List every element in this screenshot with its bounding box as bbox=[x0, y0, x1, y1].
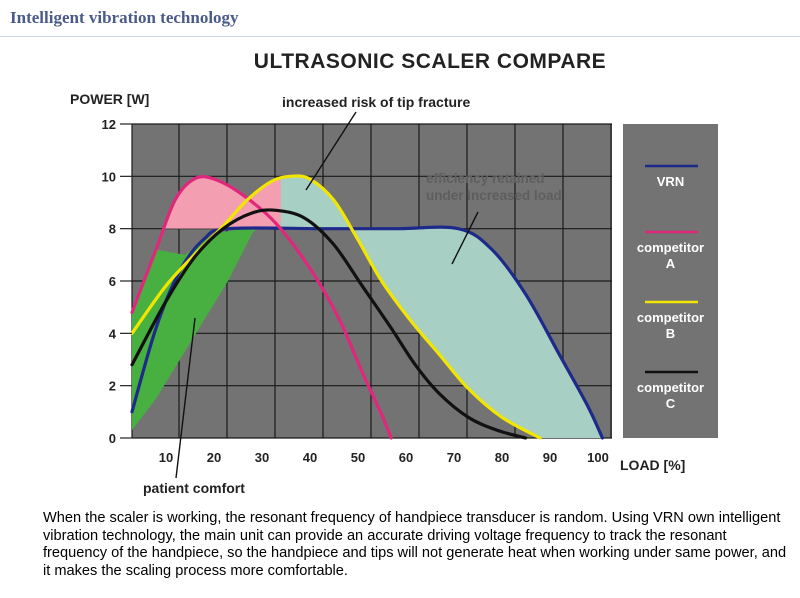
description-text: When the scaler is working, the resonant… bbox=[43, 510, 787, 579]
series-lines bbox=[130, 174, 604, 440]
x-tick-label: 100 bbox=[587, 450, 609, 465]
x-tick-label: 80 bbox=[495, 450, 509, 465]
x-axis-title: LOAD [%] bbox=[620, 457, 685, 473]
x-tick-label: 90 bbox=[543, 450, 557, 465]
annotation-efficiency-line: efficiency retained bbox=[426, 171, 545, 186]
legend-box bbox=[623, 124, 718, 438]
series-line-a bbox=[130, 175, 393, 440]
y-tick-label: 12 bbox=[102, 117, 116, 132]
axes: 0 2 4 6 8 10 12 10 20 30 40 50 60 70 80 90 100 POWER [W] L… bbox=[70, 91, 685, 473]
chart: 0 2 4 6 8 10 12 10 20 30 40 50 60 70 80 90 100 POWER [W] L… bbox=[70, 91, 718, 496]
shaded-regions bbox=[132, 175, 603, 438]
x-tick-label: 60 bbox=[399, 450, 413, 465]
header-divider bbox=[0, 36, 800, 37]
x-tick-label: 30 bbox=[255, 450, 269, 465]
annotation-patient-comfort-pointer bbox=[175, 317, 196, 479]
y-tick-label: 10 bbox=[102, 169, 116, 184]
legend-label: competitor bbox=[637, 380, 704, 395]
teal-region-group bbox=[280, 175, 603, 438]
chart-title: ULTRASONIC SCALER COMPARE bbox=[253, 50, 607, 73]
legend-label: competitor bbox=[637, 240, 704, 255]
y-tick-label: 8 bbox=[109, 222, 116, 237]
annotation-patient-comfort: patient comfort bbox=[143, 480, 245, 496]
x-tick-label: 20 bbox=[207, 450, 221, 465]
annotation-efficiency-line: under increased load bbox=[426, 188, 562, 203]
legend-label: B bbox=[666, 326, 675, 341]
series-line-c bbox=[130, 208, 528, 440]
legend-label: VRN bbox=[657, 174, 684, 189]
x-tick-label: 10 bbox=[159, 450, 173, 465]
green-region-group bbox=[132, 228, 257, 431]
annotation-tip-fracture: increased risk of tip fracture bbox=[282, 94, 471, 110]
teal-region bbox=[280, 175, 603, 438]
y-tick-label: 2 bbox=[109, 379, 116, 394]
legend-label: C bbox=[666, 396, 676, 411]
x-tick-label: 70 bbox=[447, 450, 461, 465]
y-tick-label: 0 bbox=[109, 431, 116, 446]
brand-header: Intelligent vibration technology bbox=[10, 8, 239, 27]
y-tick-label: 6 bbox=[109, 274, 116, 289]
x-tick-label: 50 bbox=[351, 450, 365, 465]
x-tick-label: 40 bbox=[303, 450, 317, 465]
y-tick-label: 4 bbox=[109, 326, 117, 341]
legend-label: competitor bbox=[637, 310, 704, 325]
green-region bbox=[132, 228, 257, 431]
annotation-efficiency-pointer bbox=[451, 211, 479, 265]
y-axis-title: POWER [W] bbox=[70, 91, 149, 107]
annotations: increased risk of tip fracture efficiency… bbox=[143, 94, 562, 496]
legend-label: A bbox=[666, 256, 676, 271]
annotation-tip-fracture-pointer bbox=[305, 111, 357, 191]
